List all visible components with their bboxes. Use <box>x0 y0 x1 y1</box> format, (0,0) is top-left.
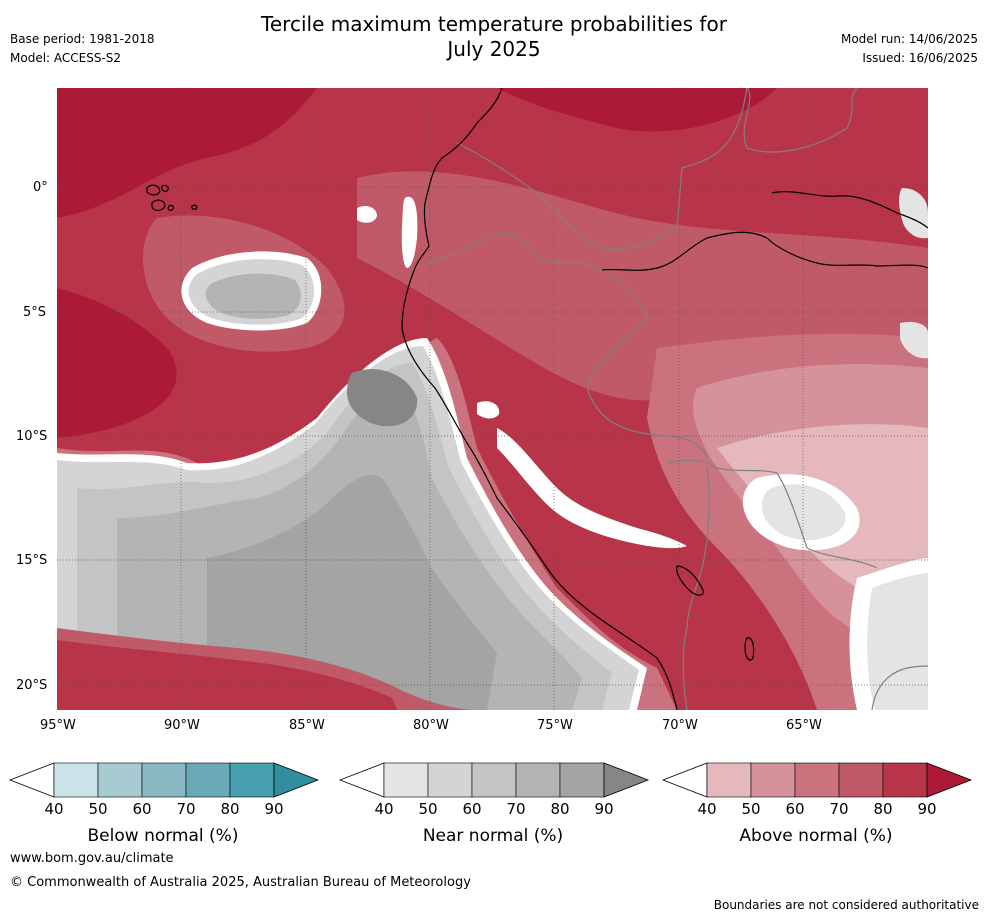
colorbar-upper-arrow <box>603 762 650 798</box>
colorbar-tick-label: 80 <box>220 800 240 818</box>
graticule <box>57 88 928 710</box>
colorbar-tick-label: 70 <box>506 800 526 818</box>
above-normal-90-region <box>57 88 317 218</box>
above-normal-label: Above normal (%) <box>739 826 893 846</box>
colorbar-segment <box>383 762 429 798</box>
colorbar-lower-arrow <box>661 762 708 798</box>
near-normal-label: Near normal (%) <box>422 826 564 846</box>
no-signal-region <box>401 196 418 268</box>
disclaimer-text: Boundaries are not considered authoritat… <box>713 898 979 912</box>
near-normal-90-region <box>347 369 418 427</box>
colorbar-segment <box>53 762 99 798</box>
model-run-text: Model run: 14/06/2025 <box>840 32 978 46</box>
colorbar-segment <box>750 762 796 798</box>
lat-label: 0° <box>33 180 48 195</box>
colorbar-tick-label: 70 <box>829 800 849 818</box>
no-signal-region <box>497 428 687 549</box>
near-normal-region <box>867 573 928 710</box>
colorbar-segment <box>515 762 561 798</box>
no-signal-region <box>357 205 377 223</box>
colorbar-tick-label: 70 <box>176 800 196 818</box>
lat-label: 20°S <box>16 678 48 693</box>
colorbar-tick-label: 40 <box>374 800 394 818</box>
colorbar-tick-label: 60 <box>462 800 482 818</box>
base-period-text: Base period: 1981-2018 <box>10 32 155 46</box>
colorbar-tick-label: 50 <box>741 800 761 818</box>
colorbar-lower-arrow <box>8 762 55 798</box>
near-normal-region <box>761 484 846 540</box>
title-line-2: July 2025 <box>447 37 541 61</box>
near-normal-colorbar <box>338 762 650 798</box>
below-normal-colorbar <box>8 762 320 798</box>
colorbar-segment <box>185 762 231 798</box>
colorbars <box>8 762 973 798</box>
lon-label: 70°W <box>662 718 698 733</box>
colorbar-tick-label: 40 <box>44 800 64 818</box>
lat-label: 5°S <box>23 305 47 320</box>
near-normal-region <box>899 188 928 239</box>
colorbar-segment <box>97 762 143 798</box>
country-borders <box>426 88 928 710</box>
colorbar-segment <box>141 762 187 798</box>
colorbar-segment <box>706 762 752 798</box>
colorbar-tick-label: 80 <box>550 800 570 818</box>
colorbar-segment <box>427 762 473 798</box>
lon-label: 85°W <box>289 718 325 733</box>
below-normal-label: Below normal (%) <box>87 826 239 846</box>
coastlines <box>146 88 928 710</box>
map-title: Tercile maximum temperature probabilitie… <box>0 12 988 62</box>
lon-label: 90°W <box>164 718 200 733</box>
lon-label: 80°W <box>413 718 449 733</box>
above-normal-90-region <box>497 88 777 132</box>
lon-label: 95°W <box>40 718 76 733</box>
colorbar-tick-label: 50 <box>88 800 108 818</box>
colorbar-tick-label: 40 <box>697 800 717 818</box>
colorbar-tick-label: 50 <box>418 800 438 818</box>
website-link[interactable]: www.bom.gov.au/climate <box>10 851 174 866</box>
lon-label: 75°W <box>537 718 573 733</box>
copyright-text: © Commonwealth of Australia 2025, Austra… <box>10 875 471 890</box>
probability-map <box>57 88 928 710</box>
colorbar-tick-label: 60 <box>785 800 805 818</box>
near-normal-region <box>900 322 928 359</box>
near-normal-region <box>205 273 301 319</box>
colorbar-segment <box>838 762 884 798</box>
colorbar-upper-arrow <box>273 762 320 798</box>
colorbar-lower-arrow <box>338 762 385 798</box>
lat-label: 10°S <box>16 429 48 444</box>
colorbar-segment <box>229 762 275 798</box>
colorbar-tick-label: 90 <box>264 800 284 818</box>
title-line-1: Tercile maximum temperature probabilitie… <box>261 12 727 36</box>
above-normal-90-region <box>57 640 397 710</box>
lat-label: 15°S <box>16 553 48 568</box>
colorbar-segment <box>882 762 928 798</box>
colorbar-tick-label: 60 <box>132 800 152 818</box>
near-normal-80-region <box>207 474 497 710</box>
colorbar-tick-label: 90 <box>917 800 937 818</box>
issued-text: Issued: 16/06/2025 <box>862 51 978 65</box>
above-normal-90-region <box>57 288 177 438</box>
colorbar-segment <box>471 762 517 798</box>
colorbar-segment <box>559 762 605 798</box>
colorbar-upper-arrow <box>926 762 973 798</box>
lon-label: 65°W <box>786 718 822 733</box>
no-signal-region <box>477 401 500 419</box>
colorbar-tick-label: 80 <box>873 800 893 818</box>
above-normal-colorbar <box>661 762 973 798</box>
colorbar-tick-label: 90 <box>594 800 614 818</box>
model-text: Model: ACCESS-S2 <box>10 51 122 65</box>
colorbar-segment <box>794 762 840 798</box>
